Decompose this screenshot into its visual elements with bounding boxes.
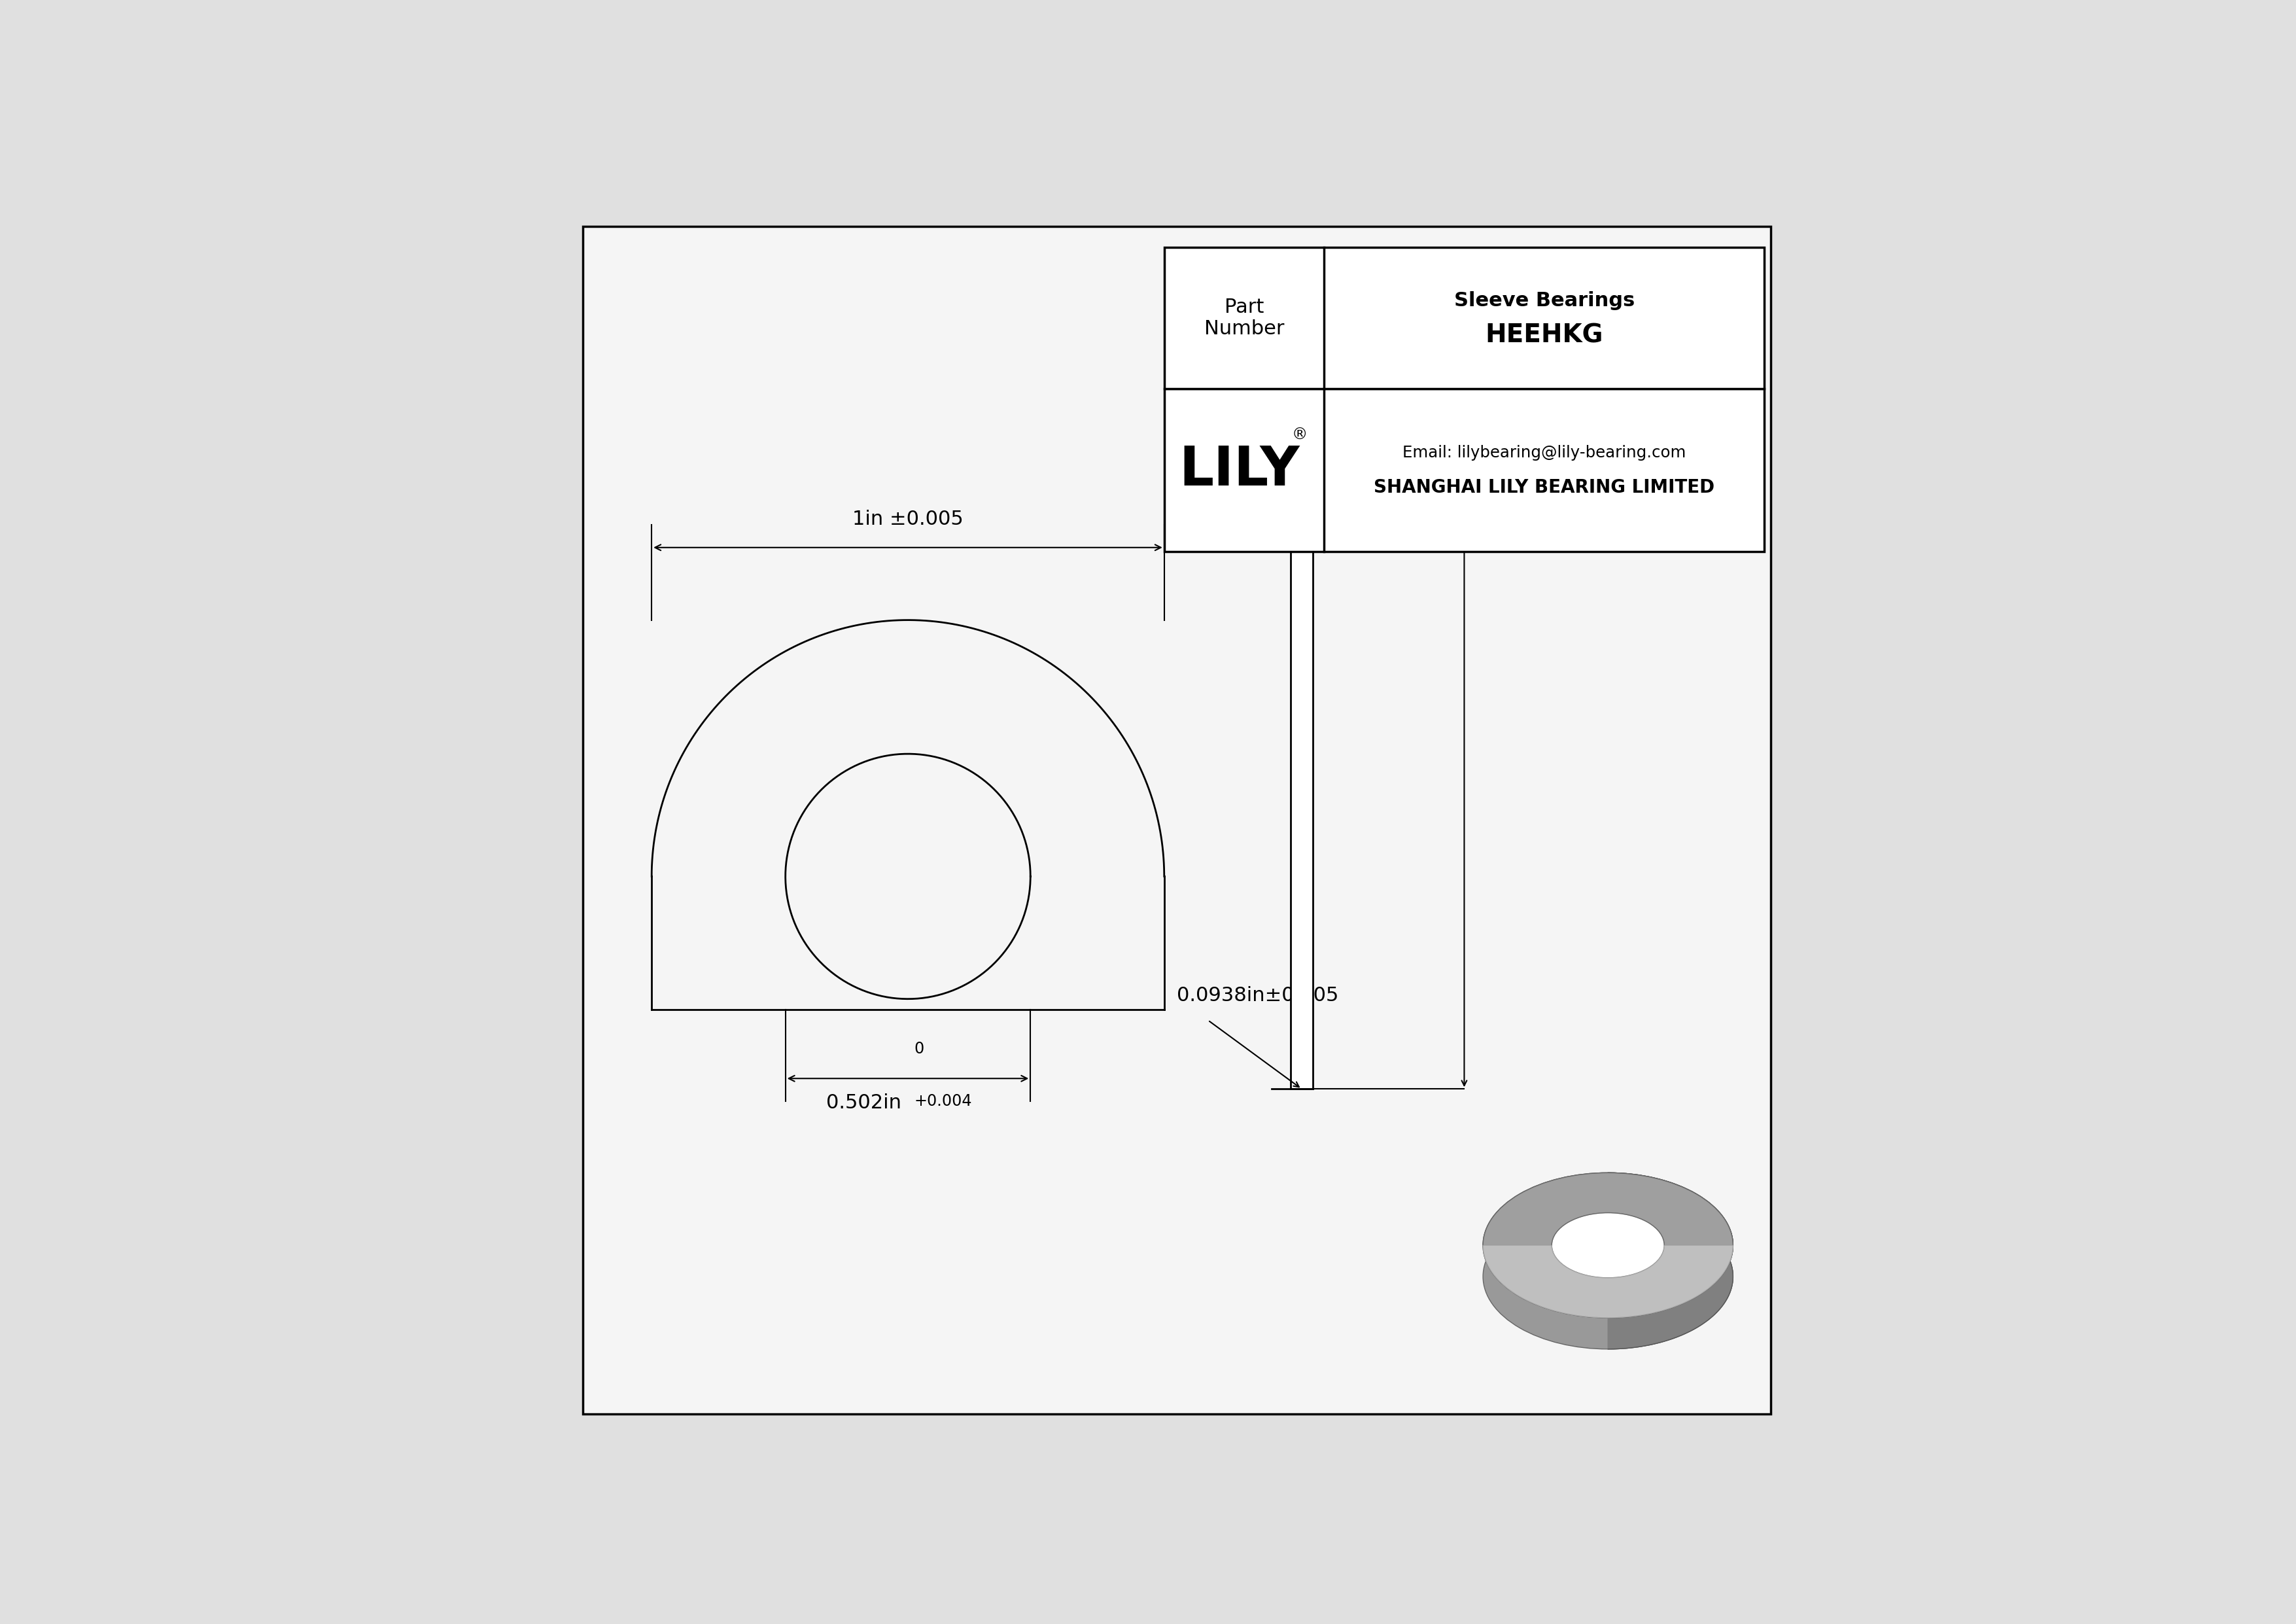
Text: 0: 0 bbox=[914, 1041, 925, 1057]
Text: ®: ® bbox=[1293, 427, 1309, 443]
Text: SHANGHAI LILY BEARING LIMITED: SHANGHAI LILY BEARING LIMITED bbox=[1373, 479, 1715, 497]
Ellipse shape bbox=[1483, 1173, 1733, 1317]
Bar bbox=[1164, 247, 1763, 388]
Polygon shape bbox=[1607, 1173, 1733, 1350]
Text: 1in ±0.005: 1in ±0.005 bbox=[852, 510, 964, 529]
Text: LILY: LILY bbox=[1178, 443, 1300, 497]
Bar bbox=[1290, 526, 1313, 1090]
Text: +0.004: +0.004 bbox=[914, 1093, 971, 1109]
Ellipse shape bbox=[1552, 1213, 1665, 1278]
Bar bbox=[1164, 388, 1763, 551]
Polygon shape bbox=[1483, 1246, 1733, 1317]
Text: HEEHKG: HEEHKG bbox=[1486, 323, 1603, 348]
Polygon shape bbox=[1607, 1213, 1665, 1309]
Text: 0.0938in±0.005: 0.0938in±0.005 bbox=[1178, 986, 1339, 1005]
Text: Part
Number: Part Number bbox=[1203, 297, 1283, 338]
Text: Email: lilybearing@lily-bearing.com: Email: lilybearing@lily-bearing.com bbox=[1403, 445, 1685, 460]
Polygon shape bbox=[1483, 1173, 1733, 1246]
Text: Sleeve Bearings: Sleeve Bearings bbox=[1453, 291, 1635, 310]
Ellipse shape bbox=[1483, 1173, 1733, 1317]
Text: 0.502in: 0.502in bbox=[827, 1093, 902, 1112]
Ellipse shape bbox=[1483, 1203, 1733, 1350]
